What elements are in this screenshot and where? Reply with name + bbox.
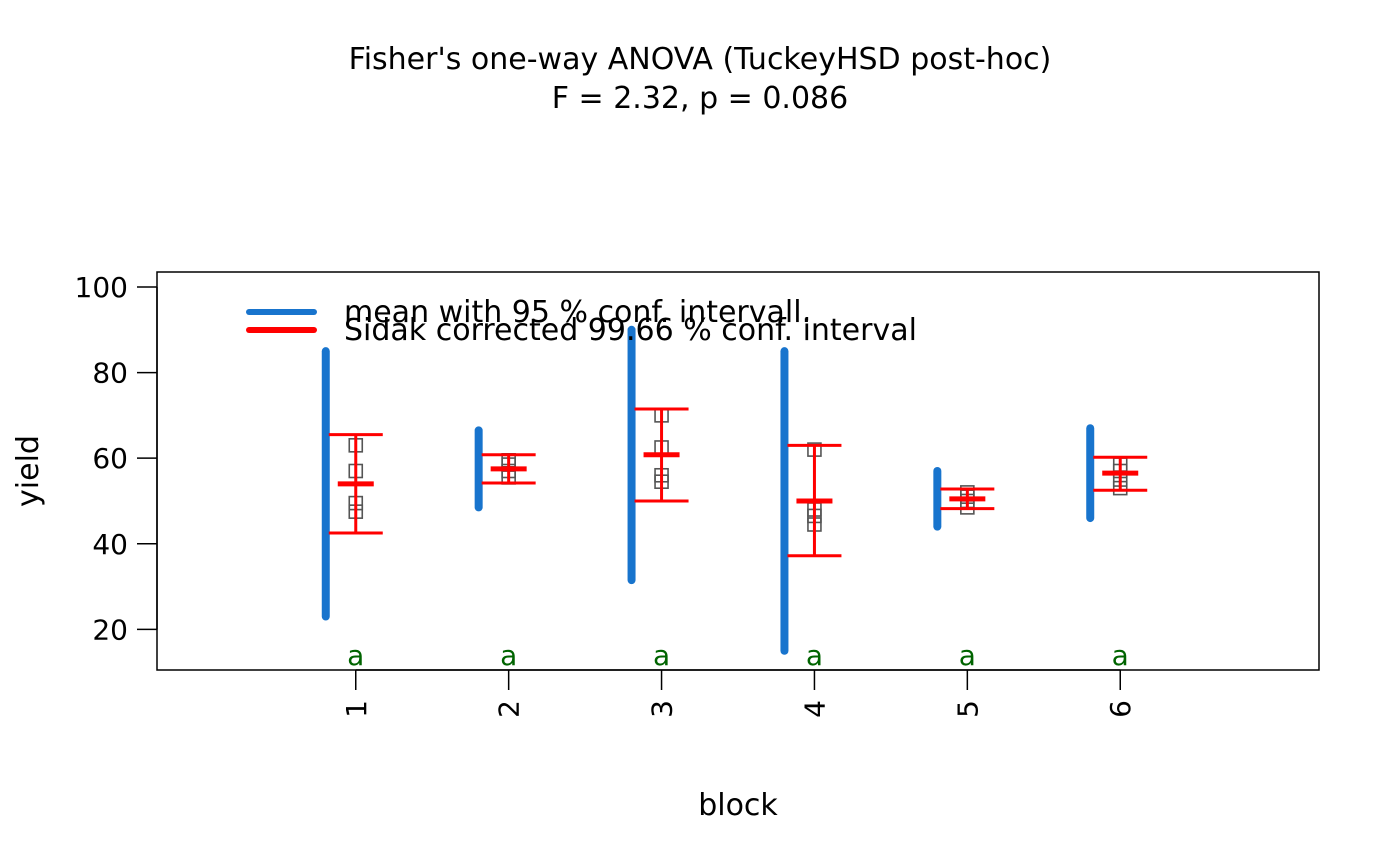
group-letter: a bbox=[347, 639, 364, 672]
x-tick-label: 5 bbox=[951, 700, 984, 718]
x-tick-label: 1 bbox=[340, 700, 373, 718]
legend-label: Sidak corrected 99.66 % conf. interval bbox=[344, 313, 917, 348]
x-tick-label: 6 bbox=[1104, 700, 1137, 718]
group-letter: a bbox=[959, 639, 976, 672]
x-axis: 1 2 3 4 5 6 bbox=[340, 669, 1137, 718]
legend: mean with 95 % conf. intervall.Sidak cor… bbox=[246, 295, 917, 348]
group-letter: a bbox=[806, 639, 823, 672]
y-tick-label: 100 bbox=[75, 271, 128, 304]
x-axis-label: block bbox=[698, 788, 778, 823]
group-letter: a bbox=[1112, 639, 1129, 672]
y-axis-label: yield bbox=[11, 435, 46, 507]
group-4: a bbox=[780, 347, 842, 672]
group-letter: a bbox=[653, 639, 670, 672]
group-5: a bbox=[933, 467, 995, 672]
group-2: a bbox=[474, 426, 536, 672]
y-tick-label: 80 bbox=[92, 357, 128, 390]
x-tick-label: 4 bbox=[798, 700, 831, 718]
y-tick-label: 60 bbox=[92, 442, 128, 475]
y-axis: 20 40 60 80 100 bbox=[75, 271, 158, 646]
x-tick-label: 2 bbox=[493, 700, 526, 718]
y-tick-label: 40 bbox=[92, 528, 128, 561]
group-letter: a bbox=[500, 639, 517, 672]
group-6: a bbox=[1086, 424, 1148, 672]
y-tick-label: 20 bbox=[92, 613, 128, 646]
legend-label: mean with 95 % conf. intervall. bbox=[344, 295, 811, 330]
chart-title: Fisher's one-way ANOVA (TuckeyHSD post-h… bbox=[349, 42, 1052, 77]
group-1: a bbox=[321, 347, 383, 672]
group-3: a bbox=[627, 325, 689, 672]
chart-subtitle: F = 2.32, p = 0.086 bbox=[552, 81, 848, 116]
x-tick-label: 3 bbox=[646, 700, 679, 718]
